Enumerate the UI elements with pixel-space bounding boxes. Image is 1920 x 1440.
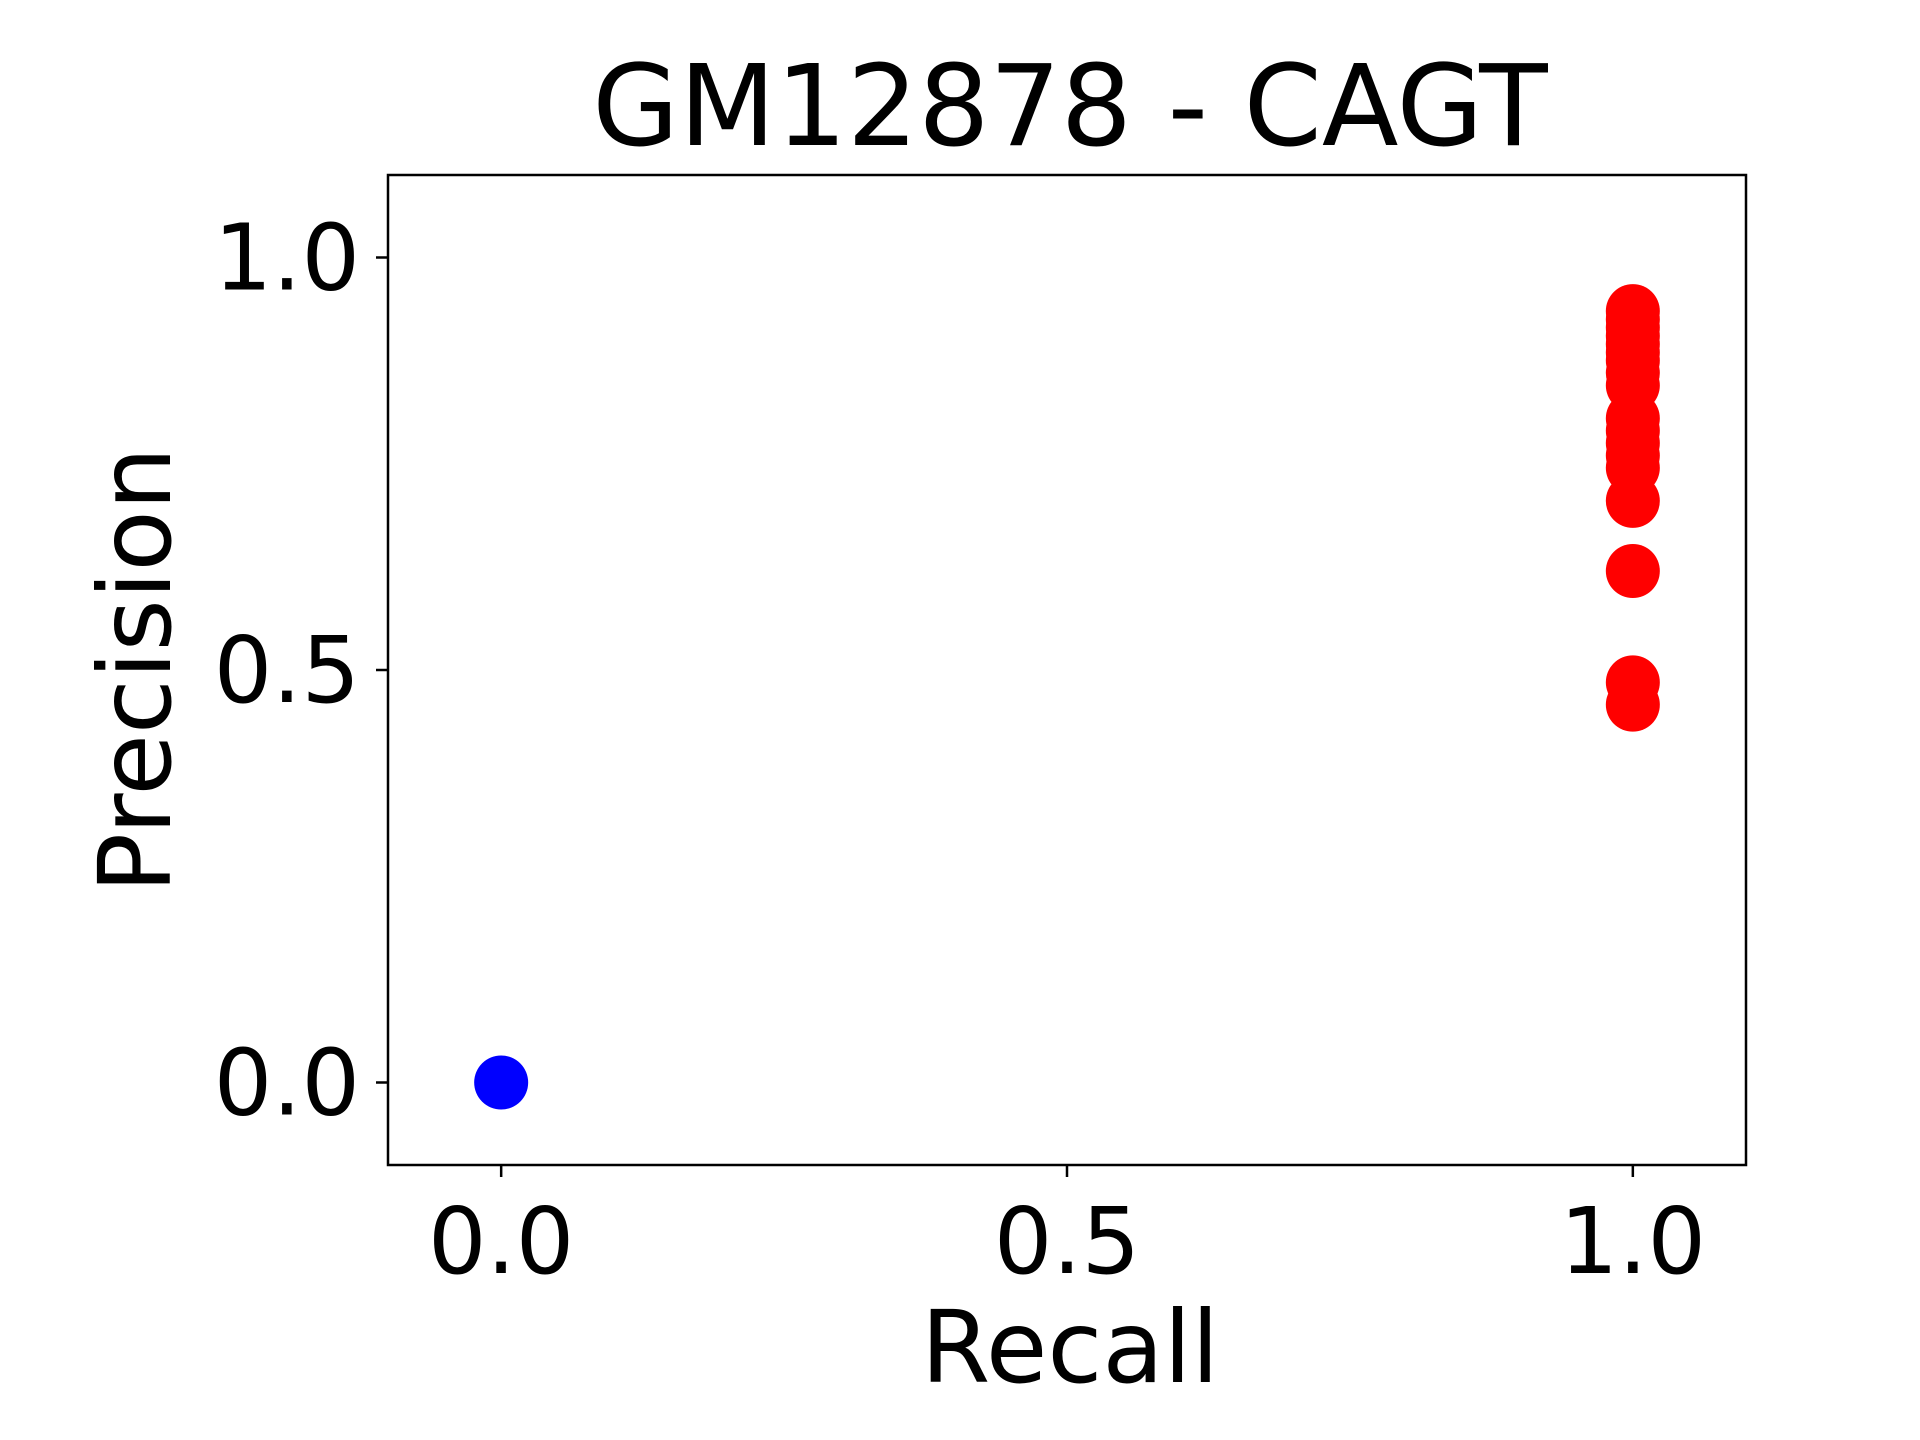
- ticks-layer: 0.0 0.5 1.0 0.0 0.5 1.0: [214, 205, 1706, 1296]
- y-tick-label: 1.0: [214, 205, 360, 312]
- x-tick-label: 0.0: [428, 1188, 574, 1295]
- scatter-point-series-1-14: [1605, 473, 1660, 528]
- x-tick-label: 1.0: [1560, 1188, 1706, 1295]
- x-tick-label: 0.5: [994, 1188, 1140, 1295]
- scatter-point-series-1-15: [1605, 544, 1660, 598]
- points-layer: [474, 284, 1660, 1110]
- y-tick-label: 0.5: [214, 617, 360, 724]
- plot-area-frame: [386, 173, 1748, 1167]
- scatter-point-series-1-17: [1605, 677, 1660, 732]
- y-axis-label: Precision: [77, 447, 194, 893]
- scatter-point-series-0-0: [474, 1055, 529, 1110]
- chart-title: GM12878 - CAGT: [592, 42, 1548, 172]
- x-axis-label: Recall: [921, 1289, 1219, 1406]
- y-tick-label: 0.0: [214, 1030, 360, 1137]
